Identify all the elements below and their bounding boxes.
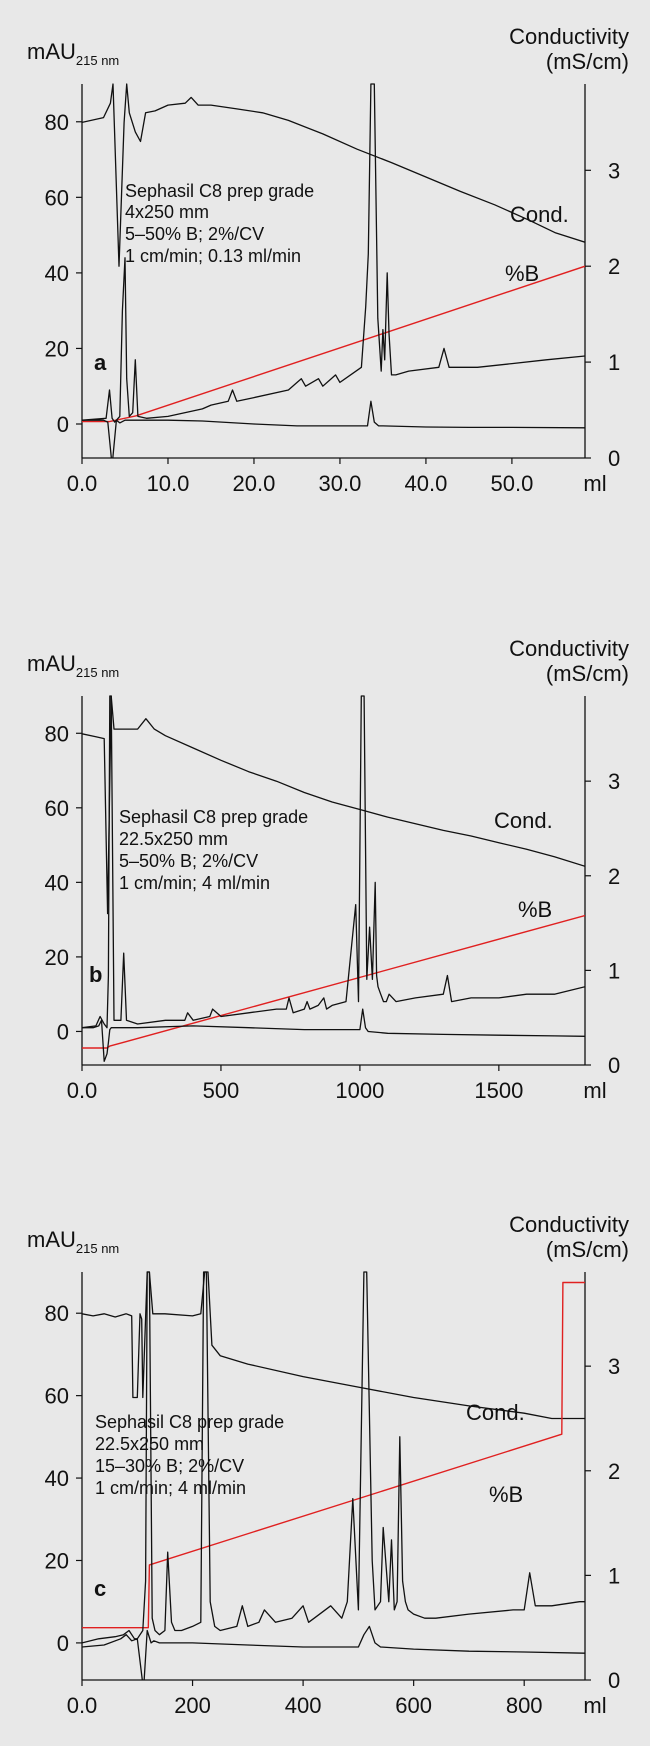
- series-group: [82, 83, 585, 458]
- panel-letter: c: [94, 1576, 106, 1601]
- y-right-tick-label: 1: [608, 1563, 620, 1588]
- y-right-tick-label: 1: [608, 958, 620, 983]
- y-right-axis-unit: (mS/cm): [546, 1237, 629, 1262]
- y-right-axis-label: Conductivity: [509, 24, 629, 49]
- y-right-tick-label: 3: [608, 769, 620, 794]
- x-tick-label: 500: [203, 1078, 240, 1103]
- series-line-cond: [82, 83, 585, 267]
- series-line-uv-215-nm: [82, 1271, 585, 1644]
- y-left-tick-label: 80: [45, 1301, 69, 1326]
- y-right-tick-label: 2: [608, 254, 620, 279]
- y-left-tick-label: 0: [57, 412, 69, 437]
- y-right-tick-label: 1: [608, 350, 620, 375]
- y-left-tick-label: 20: [45, 1548, 69, 1573]
- y-left-tick-label: 40: [45, 1466, 69, 1491]
- x-tick-label: 1000: [335, 1078, 384, 1103]
- method-annotation-line: Sephasil C8 prep grade: [95, 1412, 284, 1432]
- y-left-axis-label: mAU215 nm: [27, 651, 119, 680]
- method-annotation-line: 5–50% B; 2%/CV: [119, 851, 258, 871]
- y-left-axis-label-subscript: 215 nm: [76, 665, 119, 680]
- chart-panel-b: 0 20 40 60 80 0 1 2 3 0.0 500 1000 1500 ml mAU215 nm Co…: [27, 636, 629, 1103]
- cond-series-label: Cond.: [510, 202, 569, 227]
- y-left-tick-label: 0: [57, 1631, 69, 1656]
- y-left-axis-label-subscript: 215 nm: [76, 53, 119, 68]
- x-tick-label: 30.0: [319, 471, 362, 496]
- series-line-b: [82, 914, 585, 1049]
- series-line-b: [82, 1281, 585, 1629]
- x-tick-label: 40.0: [405, 471, 448, 496]
- y-right-tick-label: 0: [608, 1053, 620, 1078]
- method-annotation-line: 15–30% B; 2%/CV: [95, 1456, 244, 1476]
- x-unit-label: ml: [583, 1078, 606, 1103]
- pct-b-series-label: %B: [489, 1482, 523, 1507]
- y-left-tick-label: 20: [45, 945, 69, 970]
- method-annotation-line: Sephasil C8 prep grade: [125, 181, 314, 201]
- x-unit-label: ml: [583, 1693, 606, 1718]
- y-left-axis-label: mAU215 nm: [27, 1227, 119, 1256]
- y-left-tick-label: 80: [45, 721, 69, 746]
- method-annotation-line: 22.5x250 mm: [95, 1434, 204, 1454]
- series-line-baseline: [82, 1008, 585, 1062]
- method-annotation-line: 1 cm/min; 4 ml/min: [95, 1478, 246, 1498]
- y-right-axis-label: Conductivity: [509, 1212, 629, 1237]
- method-annotation-line: Sephasil C8 prep grade: [119, 807, 308, 827]
- method-annotation-line: 1 cm/min; 0.13 ml/min: [125, 246, 301, 266]
- pct-b-series-label: %B: [505, 261, 539, 286]
- x-tick-label: 20.0: [233, 471, 276, 496]
- x-tick-label: 0.0: [67, 1693, 98, 1718]
- y-right-tick-label: 3: [608, 158, 620, 183]
- x-tick-label: 200: [174, 1693, 211, 1718]
- x-tick-label: 400: [285, 1693, 322, 1718]
- series-group: [82, 1271, 585, 1680]
- series-line-cond: [82, 1271, 585, 1420]
- y-right-tick-label: 2: [608, 1459, 620, 1484]
- x-tick-label: 0.0: [67, 471, 98, 496]
- y-left-axis-label: mAU215 nm: [27, 39, 119, 68]
- y-right-axis-unit: (mS/cm): [546, 661, 629, 686]
- y-left-tick-label: 20: [45, 336, 69, 361]
- cond-series-label: Cond.: [466, 1400, 525, 1425]
- series-line-uv-215-nm: [82, 695, 585, 1029]
- series-line-uv-215-nm: [82, 83, 585, 423]
- panel-letter: a: [94, 350, 107, 375]
- pct-b-series-label: %B: [518, 897, 552, 922]
- x-unit-label: ml: [583, 471, 606, 496]
- series-line-b: [82, 265, 585, 423]
- cond-series-label: Cond.: [494, 808, 553, 833]
- series-group: [82, 695, 585, 1062]
- method-annotation-line: 5–50% B; 2%/CV: [125, 224, 264, 244]
- y-right-tick-label: 0: [608, 1668, 620, 1693]
- series-line-baseline: [82, 1625, 585, 1680]
- y-right-tick-label: 2: [608, 864, 620, 889]
- y-left-tick-label: 60: [45, 1384, 69, 1409]
- method-annotation-line: 22.5x250 mm: [119, 829, 228, 849]
- y-left-tick-label: 80: [45, 110, 69, 135]
- series-line-baseline: [82, 400, 585, 458]
- x-tick-label: 800: [506, 1693, 543, 1718]
- y-left-tick-label: 60: [45, 796, 69, 821]
- x-tick-label: 0.0: [67, 1078, 98, 1103]
- x-tick-label: 1500: [474, 1078, 523, 1103]
- method-annotation-line: 4x250 mm: [125, 202, 209, 222]
- y-left-tick-label: 40: [45, 261, 69, 286]
- y-right-tick-label: 3: [608, 1354, 620, 1379]
- x-tick-label: 10.0: [147, 471, 190, 496]
- x-tick-label: 600: [395, 1693, 432, 1718]
- y-right-axis-label: Conductivity: [509, 636, 629, 661]
- panel-letter: b: [89, 962, 102, 987]
- x-tick-label: 50.0: [491, 471, 534, 496]
- y-right-tick-label: 0: [608, 446, 620, 471]
- y-right-axis-unit: (mS/cm): [546, 49, 629, 74]
- y-left-tick-label: 40: [45, 870, 69, 895]
- y-left-tick-label: 0: [57, 1019, 69, 1044]
- y-left-axis-label-subscript: 215 nm: [76, 1241, 119, 1256]
- y-left-tick-label: 60: [45, 185, 69, 210]
- method-annotation-line: 1 cm/min; 4 ml/min: [119, 873, 270, 893]
